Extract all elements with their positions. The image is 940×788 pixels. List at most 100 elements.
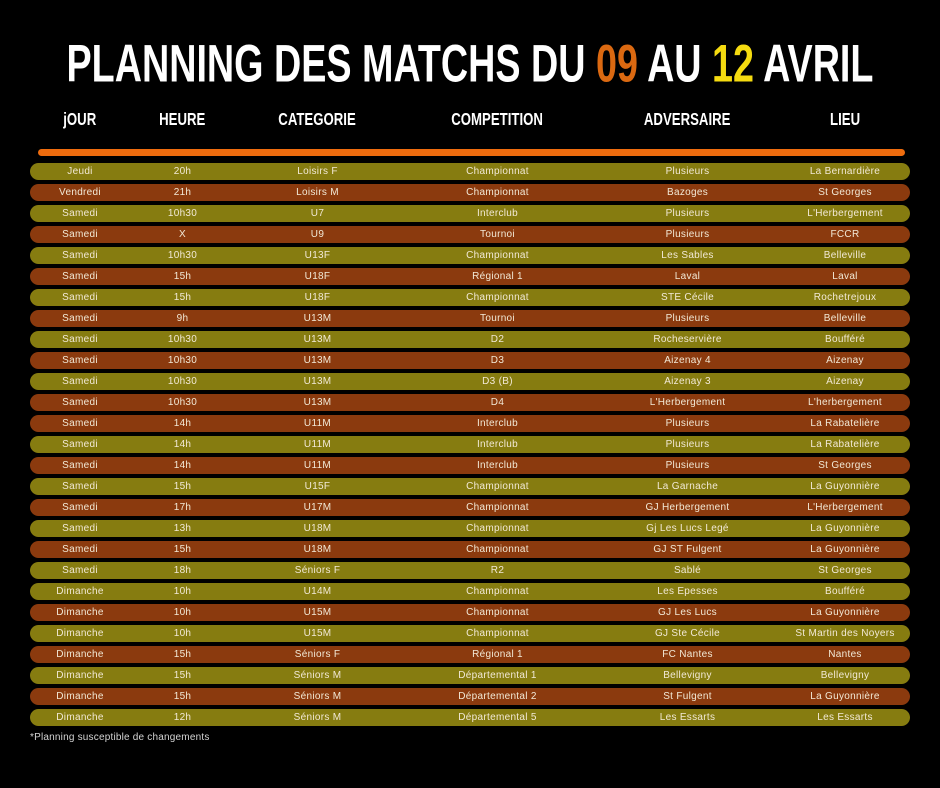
cell-jour: Jeudi — [67, 166, 93, 177]
cell-adversaire: Plusieurs — [665, 166, 710, 177]
cell-jour: Samedi — [62, 502, 98, 513]
cell-categorie: U11M — [303, 439, 332, 450]
cell-heure: 10h — [173, 628, 192, 639]
column-header-heure: HEURE — [159, 109, 206, 130]
cell-adversaire: Plusieurs — [665, 439, 710, 450]
cell-categorie: U13M — [303, 397, 332, 408]
cell-lieu: St Georges — [818, 187, 872, 198]
cell-jour: Samedi — [62, 292, 98, 303]
cell-lieu: La Guyonnière — [810, 607, 880, 618]
cell-lieu: L'herbergement — [808, 397, 882, 408]
cell-jour: Dimanche — [56, 712, 104, 723]
cell-competition: Championnat — [466, 250, 529, 261]
cell-heure: 13h — [173, 523, 192, 534]
column-header-jour: jOUR — [63, 109, 97, 130]
cell-jour: Samedi — [62, 313, 98, 324]
cell-categorie: U18M — [303, 523, 332, 534]
title-trailing: AVRIL — [763, 34, 874, 93]
column-headers: jOUR HEURE CATEGORIE COMPETITION ADVERSAIRE L… — [30, 109, 910, 130]
cell-competition: Départemental 2 — [458, 691, 537, 702]
table-row: Samedi 10h30 U13M D2 Rocheservière Boufféré — [30, 331, 910, 348]
cell-categorie: U13M — [303, 376, 332, 387]
cell-categorie: U13M — [303, 313, 332, 324]
cell-competition: Championnat — [466, 607, 529, 618]
cell-adversaire: Plusieurs — [665, 229, 710, 240]
cell-categorie: Séniors F — [294, 565, 341, 576]
cell-adversaire: Gj Les Lucs Legé — [646, 523, 729, 534]
cell-lieu: La Guyonnière — [810, 691, 880, 702]
table-body: Jeudi 20h Loisirs F Championnat Plusieurs La … — [30, 163, 910, 730]
cell-heure: 10h — [173, 586, 192, 597]
cell-heure: 12h — [173, 712, 192, 723]
cell-competition: Régional 1 — [472, 271, 523, 282]
table-row: Samedi 18h Séniors F R2 Sablé St Georges — [30, 562, 910, 579]
cell-competition: Championnat — [466, 502, 529, 513]
cell-heure: 15h — [173, 649, 192, 660]
table-row: Dimanche 15h Séniors F Régional 1 FC Nantes N… — [30, 646, 910, 663]
table-row: Dimanche 10h U15M Championnat GJ Ste Cécile S… — [30, 625, 910, 642]
cell-adversaire: La Garnache — [656, 481, 719, 492]
cell-categorie: Séniors F — [294, 649, 341, 660]
cell-jour: Samedi — [62, 376, 98, 387]
cell-lieu: La Guyonnière — [810, 544, 880, 555]
cell-adversaire: STE Cécile — [660, 292, 714, 303]
column-header-adversaire: ADVERSAIRE — [644, 109, 731, 130]
cell-heure: 10h30 — [167, 334, 198, 345]
table-row: Samedi 17h U17M Championnat GJ Herbergement L… — [30, 499, 910, 516]
cell-categorie: U18M — [303, 544, 332, 555]
cell-lieu: Boufféré — [824, 586, 866, 597]
table-row: Dimanche 10h U14M Championnat Les Epesses Bou… — [30, 583, 910, 600]
cell-heure: 10h30 — [167, 208, 198, 219]
cell-categorie: U13M — [303, 334, 332, 345]
cell-lieu: Rochetrejoux — [813, 292, 877, 303]
cell-adversaire: Plusieurs — [665, 418, 710, 429]
cell-heure: 15h — [173, 271, 192, 282]
cell-heure: 15h — [173, 544, 192, 555]
column-header-categorie: CATEGORIE — [278, 109, 357, 130]
cell-adversaire: Bazoges — [666, 187, 709, 198]
table-row: Samedi 10h30 U13M D3 (B) Aizenay 3 Aizenay — [30, 373, 910, 390]
cell-competition: Départemental 1 — [458, 670, 537, 681]
table-row: Dimanche 12h Séniors M Départemental 5 Les E… — [30, 709, 910, 726]
cell-jour: Dimanche — [56, 628, 104, 639]
cell-adversaire: Plusieurs — [665, 460, 710, 471]
cell-adversaire: Aizenay 3 — [664, 376, 711, 387]
table-row: Vendredi 21h Loisirs M Championnat Bazoges St… — [30, 184, 910, 201]
cell-heure: 21h — [173, 187, 192, 198]
cell-competition: Championnat — [466, 481, 529, 492]
cell-jour: Samedi — [62, 418, 98, 429]
cell-jour: Samedi — [62, 271, 98, 282]
cell-adversaire: Bellevigny — [663, 670, 712, 681]
cell-jour: Samedi — [62, 334, 98, 345]
cell-heure: 20h — [173, 166, 192, 177]
cell-jour: Dimanche — [56, 586, 104, 597]
cell-competition: Interclub — [476, 460, 519, 471]
cell-competition: D2 — [490, 334, 505, 345]
accent-bar — [38, 149, 905, 156]
cell-competition: Tournoi — [480, 313, 515, 324]
cell-categorie: U13F — [304, 250, 331, 261]
cell-jour: Samedi — [62, 481, 98, 492]
cell-categorie: U11M — [303, 418, 332, 429]
cell-lieu: Boufféré — [824, 334, 866, 345]
footer-note: *Planning susceptible de changements — [30, 732, 210, 743]
cell-competition: Interclub — [476, 208, 519, 219]
cell-competition: D3 — [490, 355, 505, 366]
table-row: Samedi 13h U18M Championnat Gj Les Lucs Legé… — [30, 520, 910, 537]
cell-lieu: Laval — [832, 271, 858, 282]
table-row: Samedi 14h U11M Interclub Plusieurs St George… — [30, 457, 910, 474]
cell-adversaire: Les Essarts — [659, 712, 716, 723]
table-row: Samedi 14h U11M Interclub Plusieurs La Rabate… — [30, 436, 910, 453]
cell-categorie: U18F — [304, 292, 331, 303]
cell-categorie: U15F — [304, 481, 331, 492]
cell-heure: 15h — [173, 481, 192, 492]
cell-lieu: L'Herbergement — [807, 502, 883, 513]
cell-adversaire: Laval — [674, 271, 701, 282]
table-row: Samedi 14h U11M Interclub Plusieurs La Rabate… — [30, 415, 910, 432]
cell-adversaire: Les Epesses — [657, 586, 718, 597]
cell-categorie: Séniors M — [293, 670, 342, 681]
cell-lieu: La Rabatelière — [810, 418, 880, 429]
cell-jour: Samedi — [62, 523, 98, 534]
cell-competition: Interclub — [476, 439, 519, 450]
